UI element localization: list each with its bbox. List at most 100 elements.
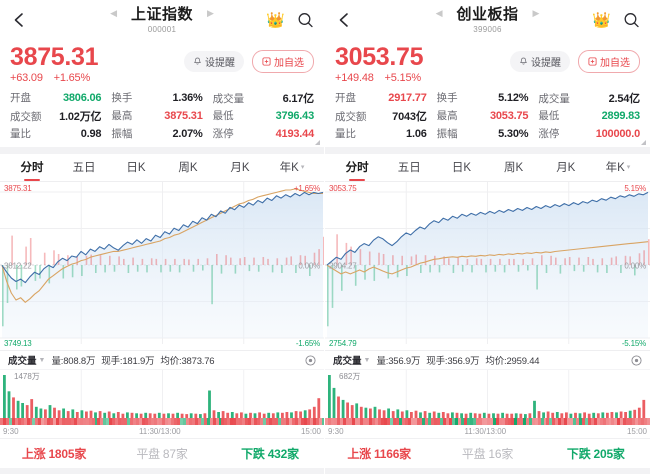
tab-周K[interactable]: 周K [178,161,198,174]
breadth-tick [602,418,606,426]
volume-max-label: 682万 [339,372,361,382]
crown-emoji-icon[interactable]: 👑 [266,11,285,29]
set-alert-button[interactable]: 设提醒 [510,51,570,72]
breadth-tick [416,418,420,426]
chevron-down-icon[interactable]: ▼ [38,356,46,364]
triangle-right-icon[interactable]: ▶ [207,8,214,18]
tab-日K[interactable]: 日K [451,161,472,174]
tab-日K[interactable]: 日K [126,161,146,174]
volume-bar [267,413,271,419]
volume-chart[interactable]: 1478万 [0,370,324,419]
add-to-watchlist-button[interactable]: 加自选 [578,50,640,73]
plus-box-icon [588,57,597,66]
volume-avg-price: 均价:3873.76 [160,356,215,368]
tab-月K[interactable]: 月K [230,161,250,174]
crosshair-icon[interactable] [631,355,642,366]
triangle-left-icon[interactable]: ◀ [435,8,443,18]
tab-年K[interactable]: 年K ▾ [279,161,305,174]
volume-bar [469,413,473,419]
breadth-tick [94,418,98,426]
breadth-tick [443,418,447,426]
breadth-tick [11,418,15,426]
set-alert-button[interactable]: 设提醒 [184,51,244,72]
volume-bar [487,413,491,419]
tab-月K[interactable]: 月K [556,161,576,174]
tab-年K[interactable]: 年K ▾ [605,161,631,174]
inline-volume-bar [448,258,450,266]
price-change-row: +63.09 +1.65% [10,72,314,84]
breadth-tick [191,418,195,426]
price-chart[interactable]: 3053.75 5.15% 2904.27 0.00% 2754.79 -5.1… [325,182,650,351]
breadth-tick [381,418,385,426]
inline-volume-bar [178,265,181,273]
breadth-label: 下跌 [566,447,591,462]
stat-cell: 换手 5.12% [437,90,539,106]
breadth-tick [189,418,192,426]
volume-bar [441,412,445,419]
stat-key: 换手 [436,92,458,105]
breadth-tick [469,418,473,426]
breadth-tick [79,418,83,426]
tab-分时[interactable]: 分时 [331,154,383,182]
inline-volume-bar [123,259,125,266]
inline-volume-bar [410,256,413,266]
tab-分时[interactable]: 分时 [6,154,58,182]
breadth-tick [611,418,615,426]
tab-五日[interactable]: 五日 [72,161,96,174]
price-chart[interactable]: 3875.31 +1.65% 3812.22 0.00% 3749.13 -1.… [0,182,324,351]
volume-chart[interactable]: 682万 [325,370,650,419]
breadth-tick [32,418,36,426]
price-chart-svg [325,182,650,351]
volume-bar [492,413,495,419]
expand-corner-icon[interactable] [315,140,320,146]
tab-周K[interactable]: 周K [504,161,524,174]
chevron-down-icon[interactable]: ▾ [300,163,305,171]
breadth-tick [558,418,562,426]
breadth-tick [499,418,503,426]
chevron-down-icon[interactable]: ▼ [363,356,371,364]
breadth-label: 平盘 [136,447,160,462]
search-icon[interactable] [623,12,640,29]
stat-value: 7043亿 [392,111,427,124]
volume-bar [89,410,93,419]
tab-五日[interactable]: 五日 [397,161,421,174]
price-change-pct: +5.15% [384,72,422,85]
add-to-watchlist-button[interactable]: 加自选 [252,50,314,73]
chevron-left-icon[interactable] [10,11,28,29]
inline-volume-bar [350,246,352,266]
breadth-tick [138,418,142,426]
breadth-tick [85,418,89,426]
triangle-left-icon[interactable]: ◀ [110,8,117,18]
crown-emoji-icon[interactable]: 👑 [592,11,611,29]
inline-volume-bar [387,265,390,279]
breadth-tick [5,418,9,426]
search-icon[interactable] [297,12,314,29]
breadth-tick [372,418,376,426]
chevron-left-icon[interactable] [335,11,353,29]
breadth-tick [617,418,621,426]
inline-volume-bar [267,259,269,266]
expand-corner-icon[interactable] [641,140,646,146]
breadth-tick [262,418,266,426]
chevron-down-icon[interactable]: ▾ [626,163,631,171]
breadth-tick [203,418,207,426]
inline-volume-bar [318,249,320,266]
breadth-tick [218,418,222,426]
volume-bar [542,412,545,419]
volume-bar [281,413,284,419]
volume-bar [85,411,88,419]
stat-value: 2899.83 [601,110,641,123]
crosshair-icon[interactable] [305,355,316,366]
bottom-padding [325,468,650,475]
breadth-tick [209,418,213,426]
breadth-tick [537,418,541,426]
breadth-tick [62,418,65,426]
inline-volume-bar [43,252,46,266]
breadth-tick [590,418,594,426]
volume-bar [455,413,459,419]
inline-volume-bar [76,256,78,266]
triangle-right-icon[interactable]: ▶ [532,8,540,18]
inline-volume-bar [243,257,246,266]
inline-volume-bar [285,257,288,266]
inline-volume-bar [592,259,594,266]
